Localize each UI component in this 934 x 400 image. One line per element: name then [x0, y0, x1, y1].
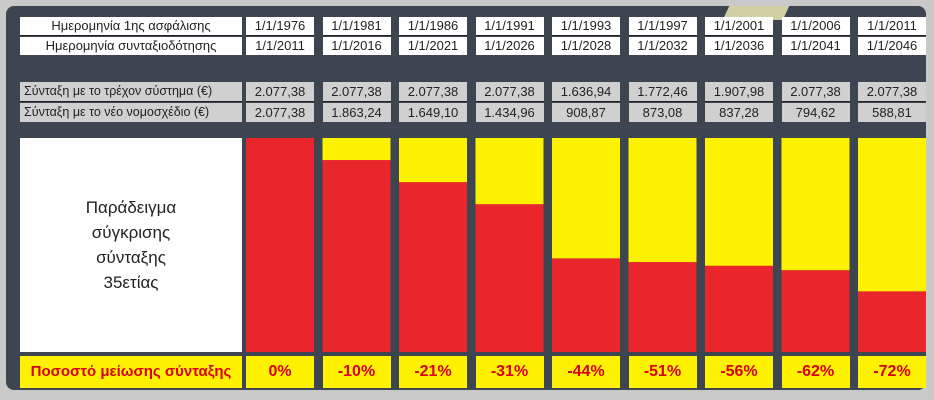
new-pension-cell: 1.649,10	[399, 103, 467, 122]
reduction-cell: -56%	[705, 356, 773, 388]
reduction-cell: -21%	[399, 356, 467, 388]
insurance-date-cell: 1/1/1976	[246, 17, 314, 36]
current-pension-cell: 2.077,38	[475, 82, 544, 102]
insurance-date-cell: 1/1/2001	[705, 17, 773, 36]
new-pension-bar	[322, 160, 391, 352]
new-pension-cell: 794,62	[781, 103, 850, 122]
current-pension-cell: 1.907,98	[705, 82, 773, 102]
insurance-date-cell: 1/1/1993	[552, 17, 620, 36]
new-pension-bar	[781, 270, 850, 352]
retirement-date-cell: 1/1/2016	[322, 37, 391, 55]
insurance-date-cell: 1/1/2006	[781, 17, 850, 36]
retirement-date-cell: 1/1/2032	[628, 37, 697, 55]
new-bill-label: Σύνταξη με το νέο νομοσχέδιο (€)	[20, 103, 242, 122]
reduction-cell: -10%	[322, 356, 391, 388]
retirement-date-cell: 1/1/2021	[399, 37, 467, 55]
retirement-date-cell: 1/1/2041	[781, 37, 850, 55]
reduction-cell: -62%	[781, 356, 850, 388]
new-pension-bar	[705, 265, 773, 352]
retirement-date-cell: 1/1/2011	[246, 37, 314, 55]
current-pension-cell: 2.077,38	[246, 82, 314, 102]
retirement-date-cell: 1/1/2028	[552, 37, 620, 55]
new-pension-cell: 908,87	[552, 103, 620, 122]
current-pension-cell: 2.077,38	[399, 82, 467, 102]
chart-title-panel: Παράδειγμα σύγκρισης σύνταξης 35ετίας	[20, 138, 242, 352]
current-pension-cell: 2.077,38	[781, 82, 850, 102]
current-pension-cell: 1.636,94	[552, 82, 620, 102]
new-pension-cell: 837,28	[705, 103, 773, 122]
new-pension-cell: 1.434,96	[475, 103, 544, 122]
new-pension-bar	[246, 138, 314, 352]
current-pension-cell: 2.077,38	[322, 82, 391, 102]
chart-frame: Ημερομηνία 1ης ασφάλισης Ημερομηνία συντ…	[6, 6, 926, 390]
new-pension-cell: 588,81	[858, 103, 926, 122]
bars-plot	[246, 138, 926, 352]
insurance-date-cell: 1/1/1986	[399, 17, 467, 36]
insurance-date-cell: 1/1/2011	[858, 17, 926, 36]
insurance-date-cell: 1/1/1997	[628, 17, 697, 36]
reduction-cell: 0%	[246, 356, 314, 388]
chart-title: Παράδειγμα σύγκρισης σύνταξης 35ετίας	[85, 198, 177, 292]
reduction-cell: -72%	[858, 356, 926, 388]
retirement-date-cell: 1/1/2026	[475, 37, 544, 55]
reduction-cell: -44%	[552, 356, 620, 388]
new-pension-cell: 1.863,24	[322, 103, 391, 122]
current-pension-cell: 1.772,46	[628, 82, 697, 102]
current-pension-cell: 2.077,38	[858, 82, 926, 102]
new-pension-bar	[552, 258, 620, 352]
current-system-label: Σύνταξη με το τρέχον σύστημα (€)	[20, 82, 242, 102]
new-pension-bar	[475, 204, 544, 352]
insurance-date-label: Ημερομηνία 1ης ασφάλισης	[20, 17, 242, 36]
reduction-cell: -31%	[475, 356, 544, 388]
new-pension-cell: 2.077,38	[246, 103, 314, 122]
retirement-date-label: Ημερομηνία συνταξιοδότησης	[20, 37, 242, 55]
retirement-date-cell: 1/1/2046	[858, 37, 926, 55]
reduction-cell: -51%	[628, 356, 697, 388]
retirement-date-cell: 1/1/2036	[705, 37, 773, 55]
insurance-date-cell: 1/1/1991	[475, 17, 544, 36]
new-pension-bar	[399, 182, 467, 352]
reduction-label: Ποσοστό μείωσης σύνταξης	[20, 356, 242, 388]
new-pension-bar	[628, 262, 697, 352]
new-pension-bar	[858, 291, 926, 352]
insurance-date-cell: 1/1/1981	[322, 17, 391, 36]
new-pension-cell: 873,08	[628, 103, 697, 122]
